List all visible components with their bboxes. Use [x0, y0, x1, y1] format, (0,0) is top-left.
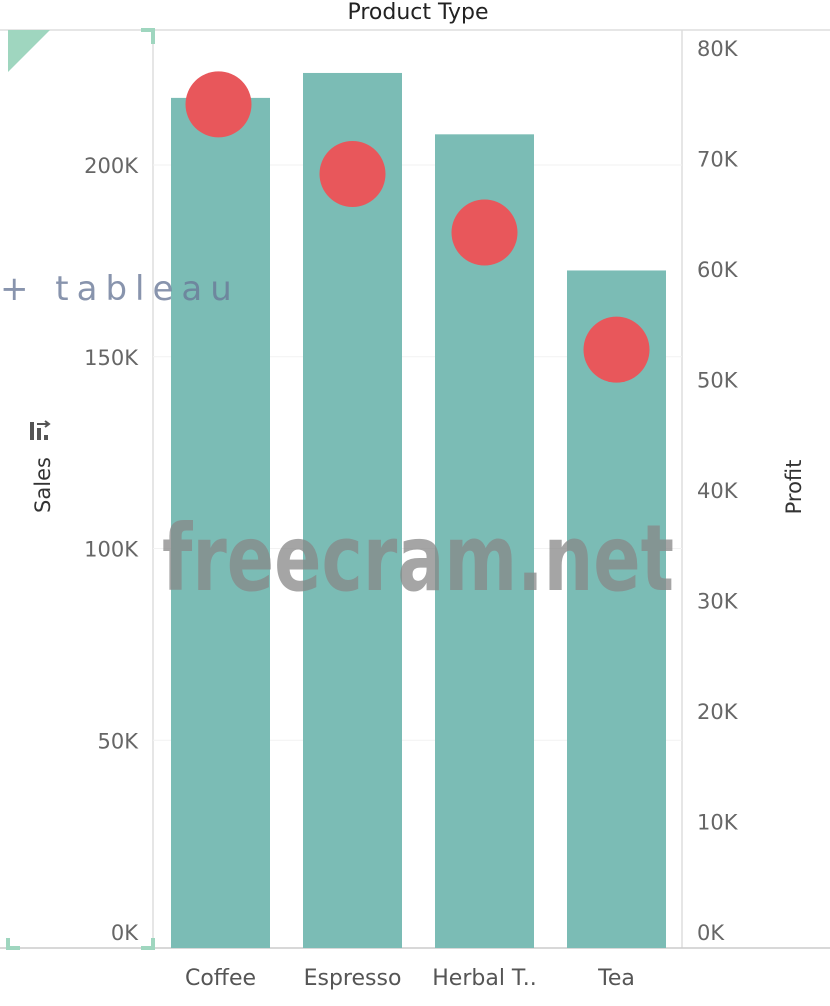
tableau-logo-watermark: + tableau — [0, 269, 240, 309]
bar-herbalt — [435, 134, 534, 948]
y-axis-title: Sales — [31, 457, 55, 513]
sort-bar — [30, 422, 34, 440]
y2-tick-label: 50K — [697, 369, 739, 393]
bar-coffee — [171, 97, 270, 948]
bar-espresso — [303, 72, 402, 948]
y2-tick-label: 80K — [697, 37, 739, 61]
bar-tea — [567, 270, 666, 948]
sort-arrow — [37, 420, 51, 428]
x-tick-label: Herbal T.. — [432, 966, 537, 991]
y-tick-label: 100K — [84, 538, 139, 562]
x-tick-label: Espresso — [304, 966, 402, 991]
freecram-watermark: freecram.net — [162, 505, 674, 612]
x-tick-label: Coffee — [185, 966, 256, 991]
y2-tick-label: 40K — [697, 479, 739, 503]
y2-tick-label: 30K — [697, 590, 739, 614]
profit-point — [583, 316, 650, 383]
y-tick-label: 200K — [84, 154, 139, 178]
corner-marker — [6, 938, 155, 950]
sort-bar — [44, 435, 48, 440]
profit-point — [319, 140, 386, 207]
sort-bar — [37, 428, 41, 440]
y-tick-label: 0K — [111, 921, 139, 945]
y2-axis-title: Profit — [782, 460, 806, 515]
y-tick-label: 150K — [84, 346, 139, 370]
sort-descending-icon — [30, 420, 51, 440]
y2-tick-label: 60K — [697, 258, 739, 282]
y2-tick-label: 20K — [697, 700, 739, 724]
y2-tick-label: 0K — [697, 921, 725, 945]
profit-point — [451, 199, 518, 266]
chart-title: Product Type — [347, 0, 488, 25]
x-tick-label: Tea — [597, 966, 635, 991]
y-tick-label: 50K — [98, 729, 140, 753]
y2-tick-label: 10K — [697, 811, 739, 835]
y2-tick-label: 70K — [697, 148, 739, 172]
profit-point — [185, 71, 252, 138]
corner-marker — [8, 30, 50, 72]
corner-marker — [141, 28, 155, 44]
